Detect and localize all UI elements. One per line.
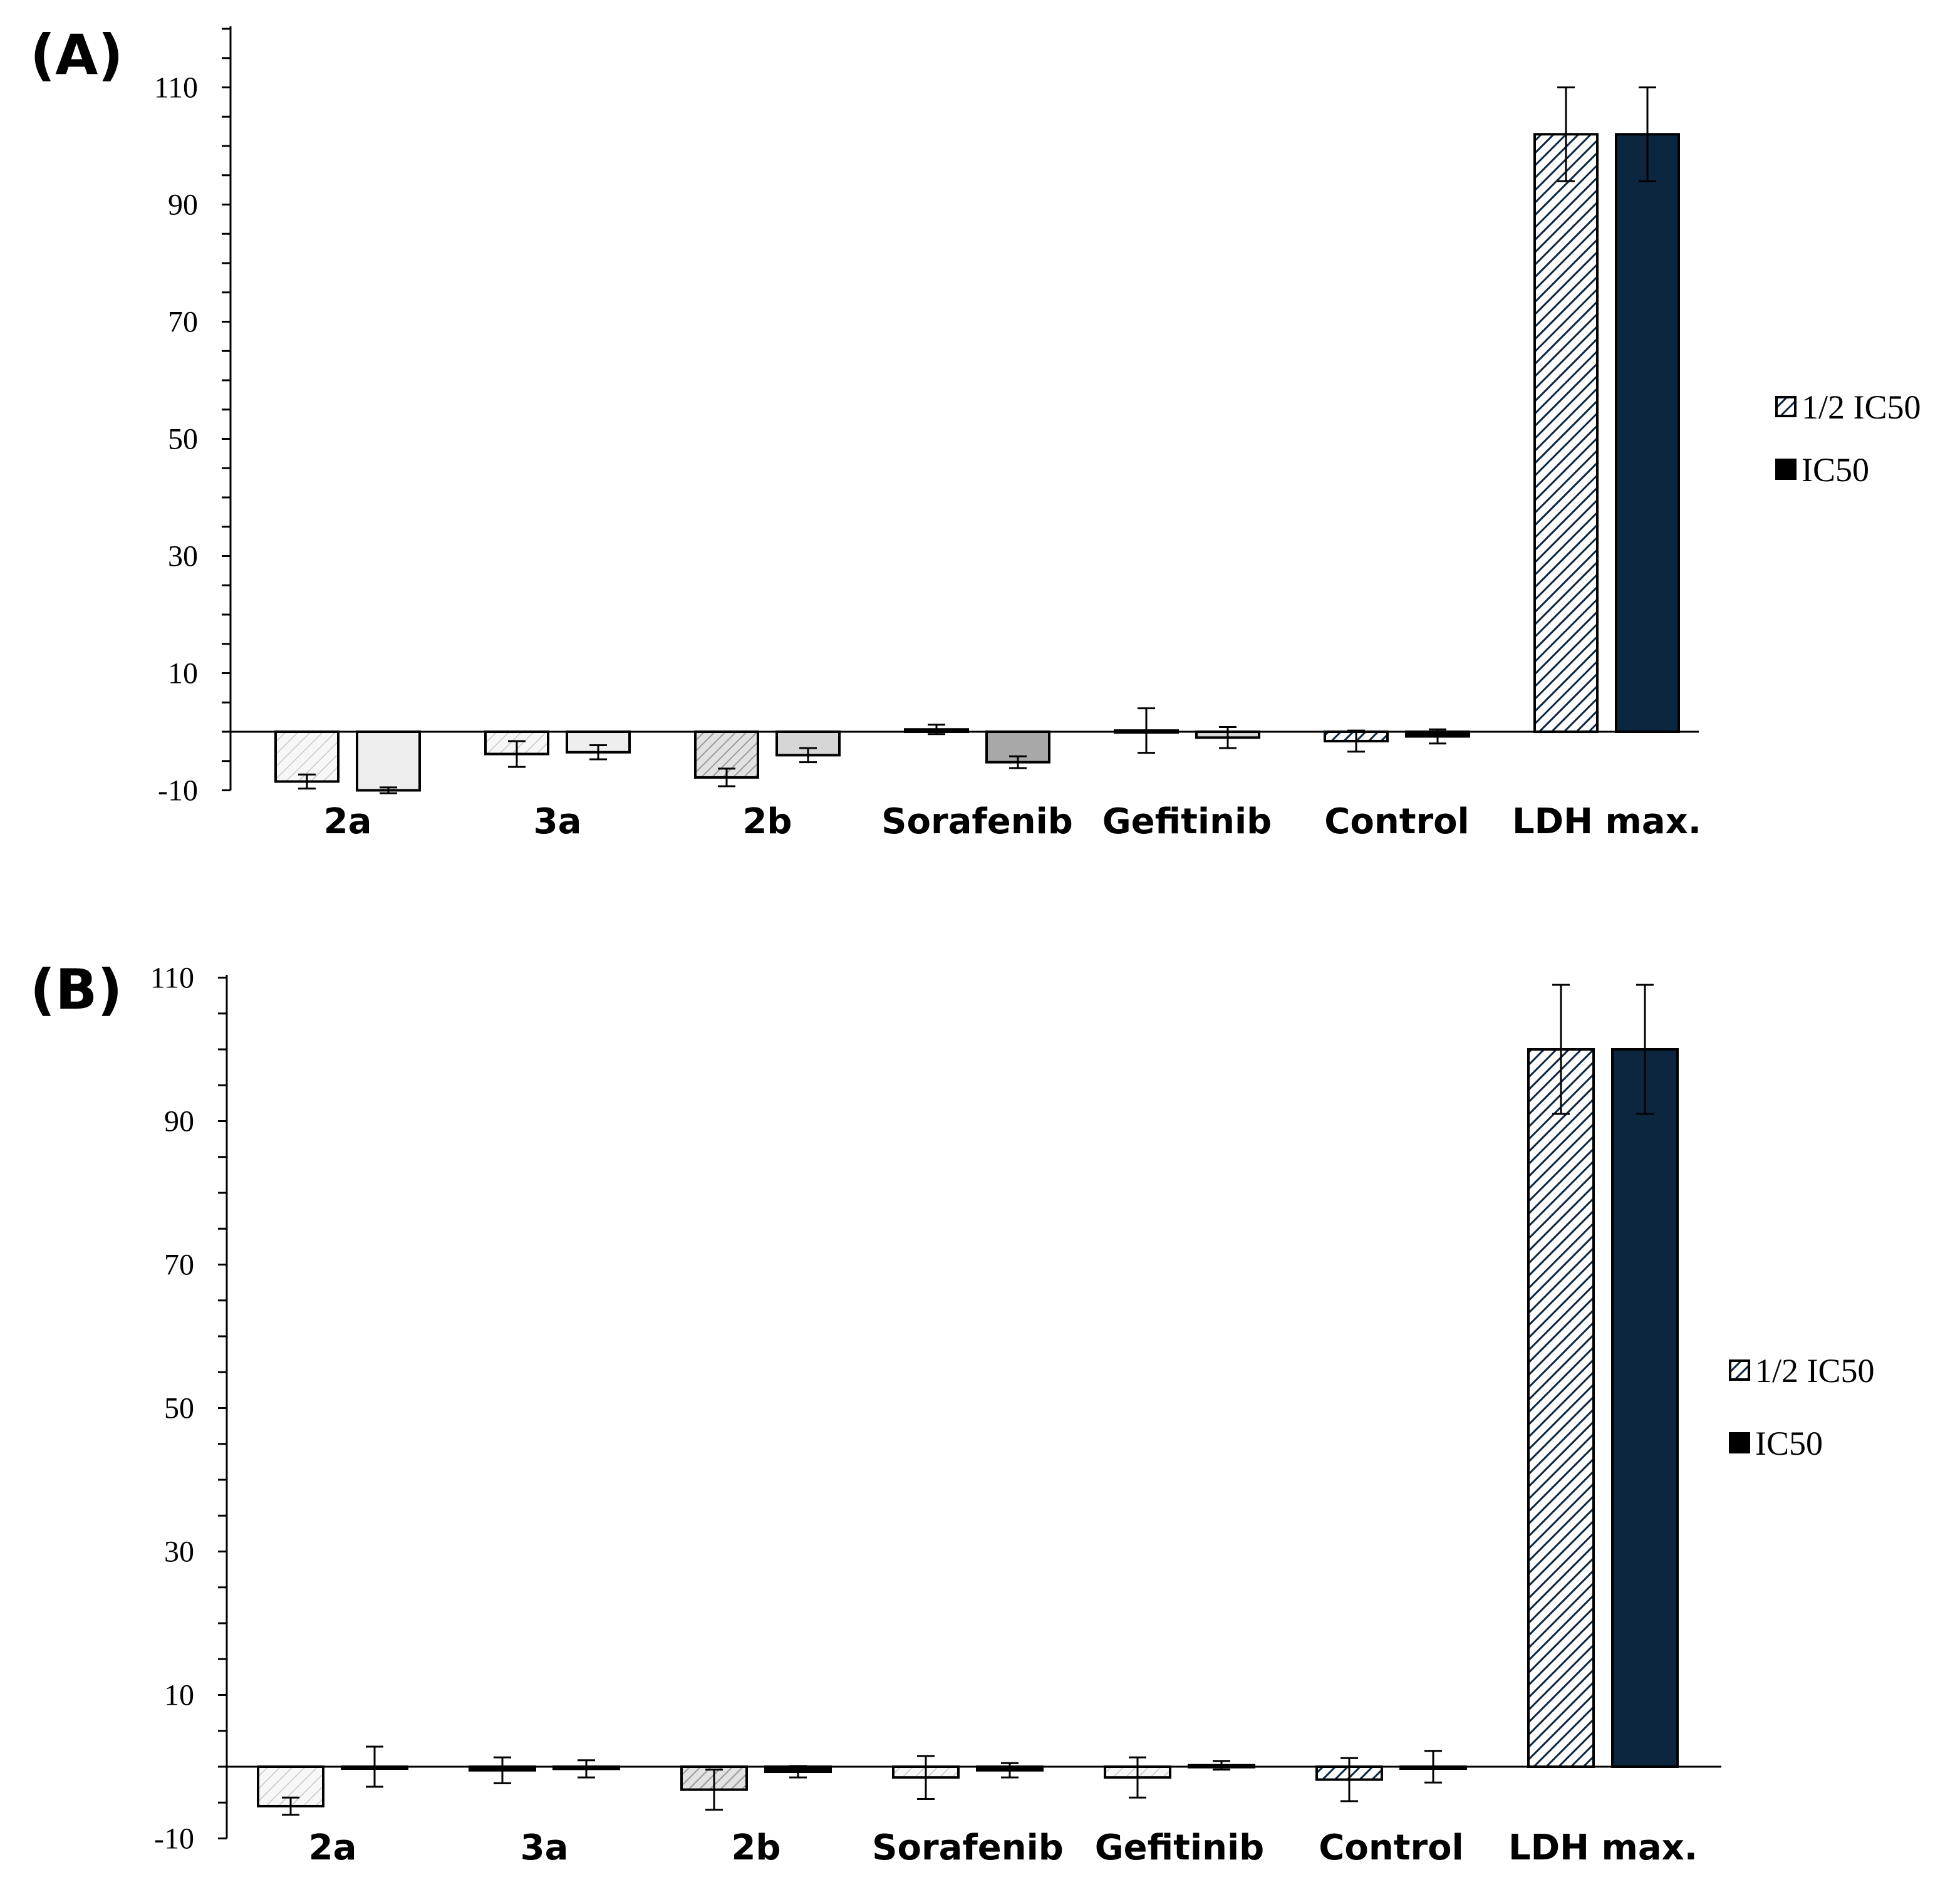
category-label: LDH max. bbox=[1508, 1827, 1698, 1868]
category-label: Control bbox=[1319, 1827, 1464, 1868]
y-tick-label: -10 bbox=[154, 1822, 194, 1856]
plot-area-a bbox=[222, 26, 1797, 794]
category-label: Sorafenib bbox=[881, 801, 1073, 842]
category-label: Sorafenib bbox=[872, 1827, 1064, 1868]
category-label: Gefitinib bbox=[1095, 1827, 1265, 1868]
legend-label-ic50: IC50 bbox=[1755, 1425, 1823, 1462]
y-tick-label: 70 bbox=[164, 1249, 194, 1282]
bar-ic50-ldh-max- bbox=[1615, 133, 1680, 734]
legend-swatch-ic50 bbox=[1775, 459, 1797, 480]
y-tick-label: 50 bbox=[168, 423, 198, 456]
legend-b: 1/2 IC50 IC50 bbox=[1755, 1352, 1875, 1462]
legend-swatch-ic50 bbox=[1729, 1432, 1750, 1453]
legend-swatch-half-ic50 bbox=[1729, 1359, 1750, 1381]
y-tick-label: 30 bbox=[168, 540, 198, 573]
y-tick-label: 90 bbox=[168, 189, 198, 222]
bar-half-ic50-ldh-max- bbox=[1533, 133, 1599, 734]
category-label: LDH max. bbox=[1512, 801, 1701, 842]
y-tick-label: 90 bbox=[164, 1105, 194, 1138]
y-tick-labels-b: 110 90 70 50 30 10 -10 bbox=[150, 962, 194, 1856]
bar-half-ic50-ldh-max- bbox=[1527, 1048, 1595, 1768]
bar-ic50-ldh-max- bbox=[1611, 1048, 1679, 1768]
y-tick-label: 110 bbox=[154, 71, 198, 105]
plot-area-b bbox=[218, 975, 1750, 1839]
chart-panel-b: (B) 110 90 70 50 30 10 -10 2a 3a 2b Sora… bbox=[30, 957, 1875, 1868]
y-tick-label: 110 bbox=[150, 962, 194, 995]
panel-label-a: (A) bbox=[30, 23, 123, 87]
category-label: 3a bbox=[521, 1827, 569, 1868]
category-labels-a: 2a 3a 2b Sorafenib Gefitinib Control LDH… bbox=[324, 801, 1701, 842]
category-label: 2a bbox=[309, 1827, 357, 1868]
category-label: 3a bbox=[534, 801, 582, 842]
panel-label-b: (B) bbox=[30, 957, 123, 1022]
y-tick-label: 30 bbox=[164, 1536, 194, 1569]
category-label: Control bbox=[1324, 801, 1470, 842]
category-label: 2b bbox=[731, 1827, 780, 1868]
chart-panel-a: (A) 110 90 70 50 30 10 -10 2a 3a 2b Sora… bbox=[30, 23, 1921, 842]
legend-label-ic50: IC50 bbox=[1802, 451, 1869, 489]
y-tick-label: 10 bbox=[164, 1679, 194, 1712]
legend-label-half-ic50: 1/2 IC50 bbox=[1802, 388, 1921, 426]
category-label: 2a bbox=[324, 801, 372, 842]
y-tick-label: -10 bbox=[158, 774, 198, 808]
y-tick-label: 50 bbox=[164, 1392, 194, 1425]
legend-a: 1/2 IC50 IC50 bbox=[1802, 388, 1921, 489]
bar-half-ic50-2a bbox=[274, 730, 340, 783]
category-labels-b: 2a 3a 2b Sorafenib Gefitinib Control LDH… bbox=[309, 1827, 1698, 1868]
legend-swatch-half-ic50 bbox=[1775, 396, 1797, 417]
category-label: 2b bbox=[742, 801, 792, 842]
bar-ic50-2a bbox=[356, 730, 421, 792]
legend-label-half-ic50: 1/2 IC50 bbox=[1755, 1352, 1875, 1390]
y-tick-labels-a: 110 90 70 50 30 10 -10 bbox=[154, 71, 198, 808]
category-label: Gefitinib bbox=[1102, 801, 1272, 842]
y-tick-label: 10 bbox=[168, 657, 198, 690]
y-tick-label: 70 bbox=[168, 306, 198, 339]
